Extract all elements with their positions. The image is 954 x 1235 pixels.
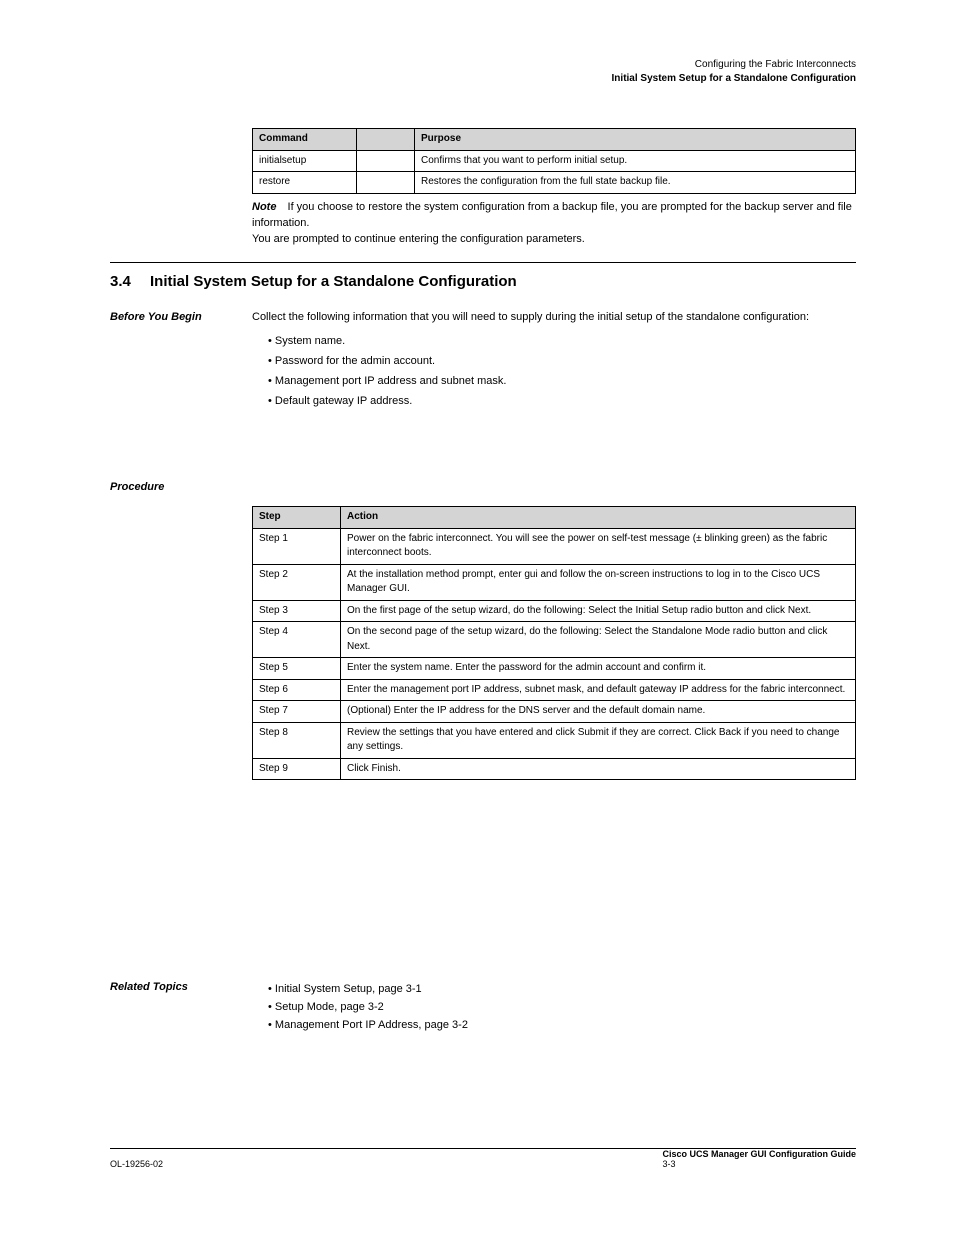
before-begin-body: Collect the following information that y… [252, 310, 856, 414]
col-purpose: Purpose [415, 129, 856, 151]
related-topics-label: Related Topics [110, 980, 240, 995]
step-cell: Step 1 [253, 528, 341, 564]
cmd-cell: initialsetup [253, 150, 357, 172]
step-cell: Step 2 [253, 564, 341, 600]
footer-right: Cisco UCS Manager GUI Configuration Guid… [662, 1149, 856, 1169]
footer-page: 3-3 [662, 1159, 675, 1169]
table-row: restore Restores the configuration from … [253, 172, 856, 194]
action-cell: On the second page of the setup wizard, … [341, 622, 856, 658]
command-table-wrapper: Command Purpose initialsetup Confirms th… [252, 128, 856, 194]
step-cell: Step 9 [253, 758, 341, 780]
action-cell: Click Finish. [341, 758, 856, 780]
note-text: If you choose to restore the system conf… [252, 201, 852, 229]
table-row: Step 5 Enter the system name. Enter the … [253, 658, 856, 680]
related-item: • Setup Mode, page 3-2 [268, 1000, 856, 1016]
page-header: Configuring the Fabric Interconnects Ini… [612, 58, 856, 86]
footer-left: OL-19256-02 [110, 1159, 163, 1169]
followup-text: You are prompted to continue entering th… [252, 232, 856, 248]
col-step: Step [253, 507, 341, 529]
step-cell: Step 8 [253, 722, 341, 758]
table-row: Step 4 On the second page of the setup w… [253, 622, 856, 658]
step-cell: Step 4 [253, 622, 341, 658]
action-cell: Review the settings that you have entere… [341, 722, 856, 758]
bb-item: • Password for the admin account. [268, 354, 856, 370]
table-row: Step 8 Review the settings that you have… [253, 722, 856, 758]
action-cell: Enter the management port IP address, su… [341, 679, 856, 701]
step-cell: Step 6 [253, 679, 341, 701]
purpose-cell: Confirms that you want to perform initia… [415, 150, 856, 172]
blank-cell [357, 150, 415, 172]
step-cell: Step 3 [253, 600, 341, 622]
page-root: Configuring the Fabric Interconnects Ini… [0, 0, 954, 1235]
note-label: Note [252, 201, 276, 213]
section-divider [110, 262, 856, 263]
related-item: • Initial System Setup, page 3-1 [268, 982, 856, 998]
table-header-row: Step Action [253, 507, 856, 529]
bb-item: • Default gateway IP address. [268, 394, 856, 410]
procedure-label: Procedure [110, 480, 240, 495]
action-cell: At the installation method prompt, enter… [341, 564, 856, 600]
step-cell: Step 7 [253, 701, 341, 723]
blank-cell [357, 172, 415, 194]
table-row: Step 1 Power on the fabric interconnect.… [253, 528, 856, 564]
header-section: Initial System Setup for a Standalone Co… [612, 72, 856, 86]
table-row: Step 2 At the installation method prompt… [253, 564, 856, 600]
table-row: Step 9 Click Finish. [253, 758, 856, 780]
section-title: Initial System Setup for a Standalone Co… [150, 273, 517, 290]
footer-title: Cisco UCS Manager GUI Configuration Guid… [662, 1149, 856, 1159]
table-row: initialsetup Confirms that you want to p… [253, 150, 856, 172]
table-row: Step 3 On the first page of the setup wi… [253, 600, 856, 622]
before-begin-label: Before You Begin [110, 310, 240, 325]
header-chapter: Configuring the Fabric Interconnects [612, 58, 856, 72]
action-cell: Enter the system name. Enter the passwor… [341, 658, 856, 680]
note-block: Note If you choose to restore the system… [252, 200, 856, 232]
procedure-table-wrapper: Step Action Step 1 Power on the fabric i… [252, 506, 856, 780]
purpose-cell: Restores the configuration from the full… [415, 172, 856, 194]
action-cell: Power on the fabric interconnect. You wi… [341, 528, 856, 564]
col-spacer [357, 129, 415, 151]
table-row: Step 7 (Optional) Enter the IP address f… [253, 701, 856, 723]
step-cell: Step 5 [253, 658, 341, 680]
related-item: • Management Port IP Address, page 3-2 [268, 1018, 856, 1034]
action-cell: (Optional) Enter the IP address for the … [341, 701, 856, 723]
bb-intro: Collect the following information that y… [252, 310, 856, 326]
col-command: Command [253, 129, 357, 151]
cmd-cell: restore [253, 172, 357, 194]
procedure-table: Step Action Step 1 Power on the fabric i… [252, 506, 856, 780]
table-header-row: Command Purpose [253, 129, 856, 151]
section-number: 3.4 [110, 273, 131, 290]
col-action: Action [341, 507, 856, 529]
command-table: Command Purpose initialsetup Confirms th… [252, 128, 856, 194]
action-cell: On the first page of the setup wizard, d… [341, 600, 856, 622]
bb-item: • System name. [268, 334, 856, 350]
table-row: Step 6 Enter the management port IP addr… [253, 679, 856, 701]
bb-item: • Management port IP address and subnet … [268, 374, 856, 390]
related-topics-body: • Initial System Setup, page 3-1 • Setup… [252, 980, 856, 1036]
